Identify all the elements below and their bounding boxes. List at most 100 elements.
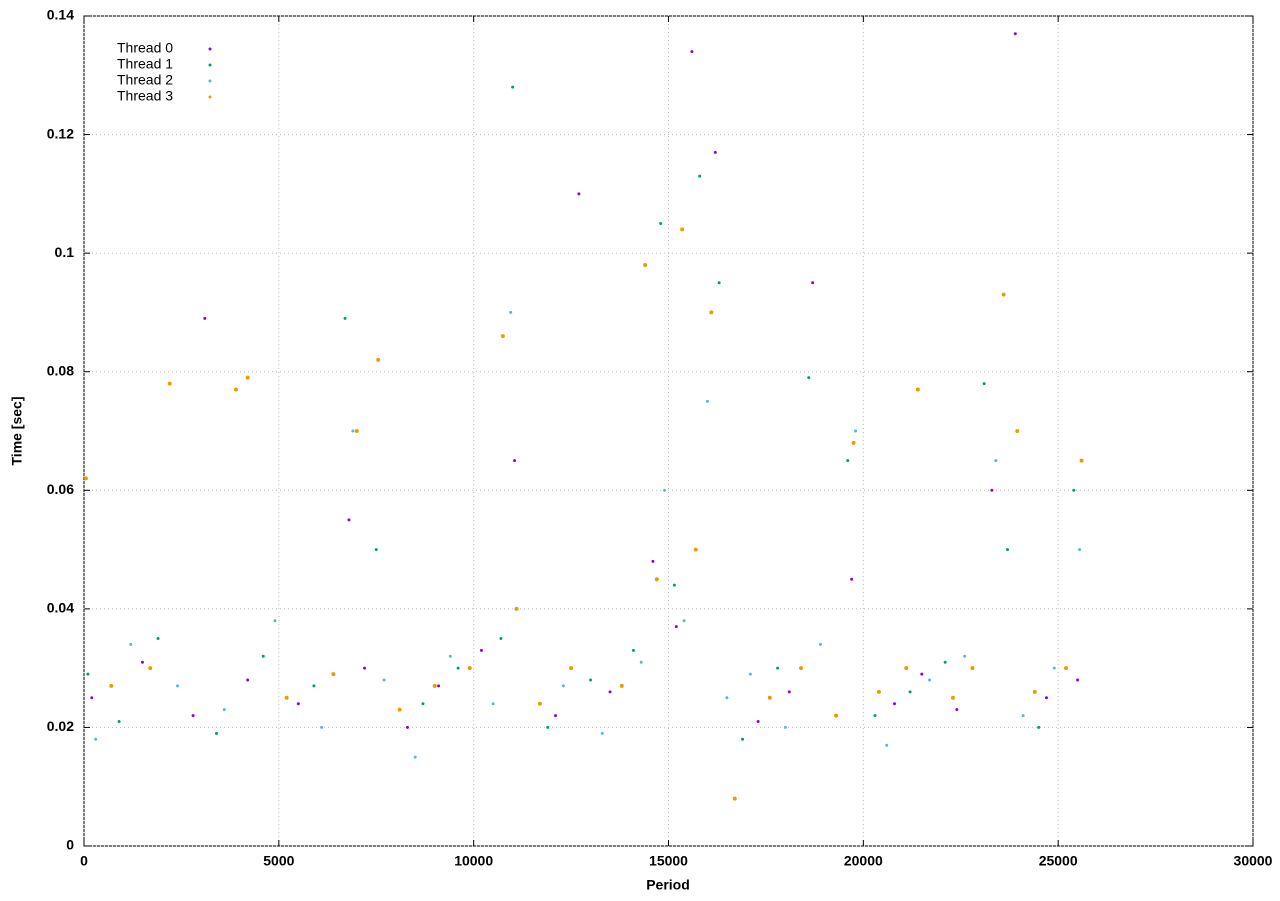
point <box>748 672 752 676</box>
point <box>950 695 955 700</box>
point <box>1078 548 1082 552</box>
y-tick-label: 0.12 <box>47 125 74 141</box>
point <box>807 376 811 380</box>
y-tick-label: 0.06 <box>47 481 74 497</box>
point <box>1006 548 1010 552</box>
point <box>1052 666 1056 670</box>
point <box>693 547 698 552</box>
point <box>717 281 721 285</box>
point <box>86 672 90 676</box>
point <box>674 625 678 629</box>
point <box>117 720 121 723</box>
y-tick-label: 0.14 <box>47 7 74 23</box>
point <box>709 310 714 315</box>
point <box>893 702 897 706</box>
y-axis-label: Time [sec] <box>9 397 25 466</box>
point <box>756 720 760 723</box>
point <box>432 683 437 688</box>
point <box>94 737 98 741</box>
point <box>589 678 593 682</box>
point <box>698 174 702 178</box>
legend-marker <box>208 47 212 51</box>
point <box>176 684 180 688</box>
x-tick-label: 30000 <box>1234 853 1273 869</box>
point <box>1063 666 1068 671</box>
point <box>725 696 729 700</box>
legend-marker <box>208 79 212 83</box>
point <box>561 684 565 688</box>
point <box>296 702 300 706</box>
point <box>500 334 505 339</box>
point <box>876 689 881 694</box>
legend-marker <box>208 63 212 67</box>
point <box>672 583 676 587</box>
point <box>397 707 402 712</box>
point <box>491 702 495 706</box>
point <box>915 387 920 392</box>
point <box>513 459 517 463</box>
point <box>83 476 88 481</box>
point <box>990 488 994 492</box>
point <box>732 796 737 801</box>
point <box>245 375 250 380</box>
point <box>413 755 417 759</box>
point <box>680 227 685 232</box>
point <box>600 731 604 735</box>
point <box>577 192 581 196</box>
legend-label: Thread 2 <box>117 72 173 88</box>
x-axis-label: Period <box>646 877 690 893</box>
point <box>608 690 612 694</box>
point <box>261 654 265 658</box>
point <box>140 660 144 664</box>
point <box>109 683 114 688</box>
legend-label: Thread 3 <box>117 88 173 104</box>
y-tick-label: 0.08 <box>47 362 74 378</box>
legend-marker <box>208 95 212 99</box>
point <box>713 150 717 154</box>
point <box>619 683 624 688</box>
legend-label: Thread 0 <box>117 40 173 56</box>
point <box>850 577 854 581</box>
point <box>1072 488 1076 492</box>
point <box>511 85 515 89</box>
point <box>514 606 519 611</box>
point <box>811 281 815 285</box>
point <box>854 429 858 433</box>
x-tick-label: 0 <box>80 853 88 869</box>
point <box>928 678 932 682</box>
point <box>783 725 787 729</box>
point <box>663 488 667 492</box>
point <box>467 666 472 671</box>
point <box>405 725 409 729</box>
point <box>643 263 648 267</box>
point <box>284 695 289 700</box>
point <box>363 666 367 670</box>
point <box>963 654 967 658</box>
point <box>553 714 557 718</box>
point <box>1076 678 1080 682</box>
point <box>631 648 635 652</box>
point <box>90 696 94 700</box>
point <box>651 559 655 563</box>
point <box>569 666 574 671</box>
point <box>437 684 441 688</box>
point <box>787 690 791 694</box>
x-tick-label: 20000 <box>844 853 883 869</box>
point <box>955 708 959 712</box>
point <box>690 50 694 54</box>
point <box>343 316 347 320</box>
point <box>654 577 659 582</box>
point <box>904 666 909 671</box>
point <box>1079 458 1084 463</box>
point <box>1037 725 1041 729</box>
point <box>347 518 351 522</box>
point <box>705 399 709 403</box>
y-tick-label: 0 <box>66 837 74 853</box>
point <box>908 690 912 694</box>
point <box>382 678 386 682</box>
point <box>1001 292 1006 297</box>
point <box>970 666 975 671</box>
point <box>767 695 772 700</box>
point <box>273 619 277 623</box>
